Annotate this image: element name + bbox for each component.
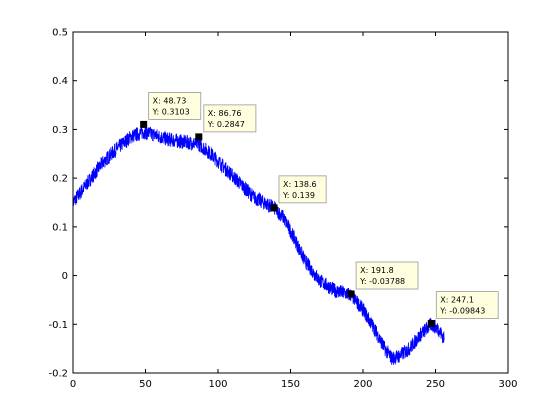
y-tick-label: 0.2 [52, 174, 68, 185]
datatip-x-label: X: 191.8 [360, 266, 394, 275]
datatip-box [278, 175, 327, 204]
y-tick-label: 0.4 [52, 76, 68, 87]
datatip-x-label: X: 48.73 [153, 96, 187, 105]
tick-layer: 0 50 100 150 200 250 300 -0.2 -0.1 0 0.1 0.2 0.3 0.4 0… [48, 28, 517, 391]
datatip-marker[interactable] [195, 133, 203, 141]
x-tick-label: 250 [426, 379, 445, 390]
datatip-x-label: X: 86.76 [208, 109, 242, 118]
datatip-marker[interactable] [140, 120, 148, 128]
datatip-y-label: Y: 0.2847 [207, 120, 245, 129]
datatip-box [203, 104, 257, 133]
y-tick-label: -0.1 [48, 320, 68, 331]
datatip[interactable]: X: 191.8 Y: -0.03788 [347, 261, 419, 298]
x-tick-label: 100 [208, 379, 227, 390]
x-tick-label: 0 [70, 379, 76, 390]
datatip-y-label: Y: 0.139 [282, 191, 315, 200]
datatip[interactable]: X: 138.6 Y: 0.139 [270, 175, 327, 212]
x-tick-label: 200 [353, 379, 372, 390]
x-tick-label: 150 [281, 379, 300, 390]
series-layer [72, 125, 445, 365]
datatip-y-label: Y: -0.09843 [439, 307, 485, 316]
y-tick-label: 0.3 [52, 125, 68, 136]
datatip-y-label: Y: -0.03788 [359, 277, 405, 286]
y-tick-label: 0.5 [52, 28, 68, 39]
y-tick-label: -0.2 [48, 369, 68, 380]
datatip-marker[interactable] [347, 290, 355, 298]
series-line [72, 125, 445, 365]
datatip-box [435, 291, 499, 319]
datatip[interactable]: X: 247.1 Y: -0.09843 [427, 291, 499, 328]
x-tick-label: 50 [139, 379, 152, 390]
datatip[interactable]: X: 48.73 Y: 0.3103 [140, 92, 202, 128]
datatip-x-label: X: 138.6 [283, 180, 317, 189]
datatip-box [355, 261, 419, 290]
datatip[interactable]: X: 86.76 Y: 0.2847 [195, 104, 257, 141]
y-tick-label: 0 [62, 271, 68, 282]
datatip-marker[interactable] [427, 320, 435, 328]
datatip-layer: X: 48.73 Y: 0.3103 X: 86.76 Y: 0.2847 X: 138… [140, 92, 499, 328]
datatip-marker[interactable] [270, 204, 278, 212]
datatip-box [148, 92, 202, 120]
datatip-y-label: Y: 0.3103 [152, 107, 190, 116]
x-tick-label: 300 [498, 379, 517, 390]
y-tick-label: 0.1 [52, 222, 68, 233]
datatip-x-label: X: 247.1 [440, 296, 474, 305]
